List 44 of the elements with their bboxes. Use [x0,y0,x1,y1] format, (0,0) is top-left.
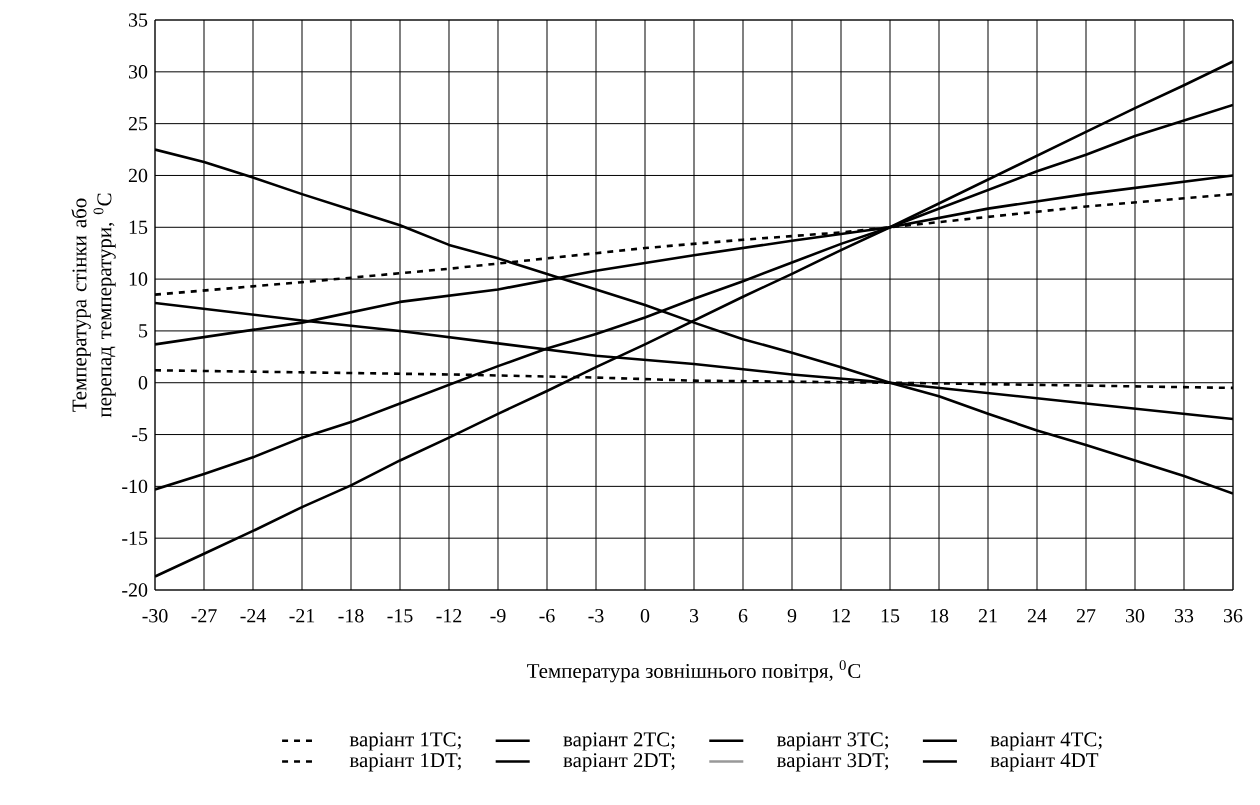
x-tick-label: -18 [338,609,364,623]
x-tick-label: 21 [978,609,997,623]
y-tick-label: 10 [129,272,148,286]
y-tick-label: -5 [132,427,148,442]
legend-label: варіант 1DT; [349,753,461,772]
legend-label: варіант 1TC; [349,732,461,751]
x-tick-label: 0 [640,609,650,623]
legend-label: варіант 3TC; [776,732,889,751]
x-tick-label: -12 [436,609,462,623]
x-tick-label: -9 [490,609,506,623]
x-tick-label: -24 [240,609,266,623]
y-tick-label: 15 [129,220,148,234]
x-tick-label: -6 [539,609,555,623]
x-tick-label: 24 [1027,609,1047,623]
x-tick-label: 6 [738,609,748,623]
x-tick-label: 30 [1126,609,1145,623]
y-tick-label: 25 [128,116,148,131]
x-tick-label: -30 [142,609,168,623]
y-tick-label: 5 [139,324,148,338]
x-tick-label: 9 [787,609,797,623]
legend-label: варіант 3DT; [776,753,889,772]
x-tick-label: 18 [930,609,949,623]
x-tick-label: -3 [588,609,604,623]
y-tick-label: 35 [129,13,148,27]
y-tick-label: 30 [129,65,148,79]
y-tick-label: 0 [138,376,148,390]
x-tick-label: 15 [881,609,900,623]
x-tick-label: 12 [832,609,850,623]
y-tick-label: -20 [122,583,148,597]
x-tick-label: 3 [689,609,699,623]
x-tick-label: -15 [387,609,413,623]
x-tick-label: 33 [1175,609,1194,623]
y-tick-label: -15 [122,531,148,545]
legend-label: варіант 4DT [990,753,1099,772]
x-axis-title: Температура зовнішнього повітря, $^{0}$C [527,660,861,683]
legend-label: варіант 2TC; [563,732,675,751]
legend-label: варіант 2DT; [563,753,675,772]
x-tick-label: 27 [1076,609,1096,623]
y-tick-label: 20 [128,168,148,183]
y-tick-label: -10 [122,479,148,494]
x-tick-label: 36 [1224,609,1243,623]
x-tick-label: -27 [191,609,217,623]
x-tick-label: -21 [289,609,315,623]
legend-label: варіант 4TC; [990,732,1102,751]
